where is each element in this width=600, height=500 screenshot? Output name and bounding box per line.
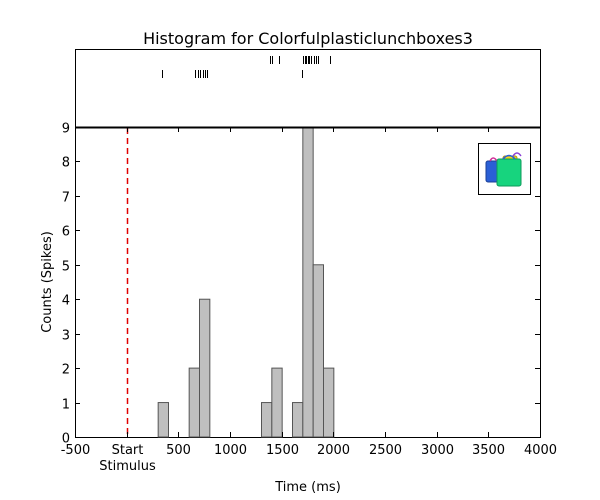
y-tick-label: 4 — [62, 294, 70, 309]
y-tick-label: 8 — [62, 156, 70, 171]
x-tick-label: 3500 — [472, 443, 505, 458]
histogram-bar — [188, 367, 201, 438]
x-tick-label: 1500 — [266, 443, 299, 458]
histogram-bar — [271, 367, 283, 438]
x-tick-label: -500 — [61, 443, 91, 458]
x-tick-label: 500 — [166, 443, 191, 458]
stimulus-image-box — [478, 143, 531, 195]
y-axis-label: Counts (Spikes) — [40, 231, 55, 333]
histogram-bar — [199, 298, 211, 438]
y-tick-label: 3 — [62, 329, 70, 344]
x-tick-label: 3000 — [421, 443, 454, 458]
histogram-bar — [292, 402, 304, 438]
chart-title: Histogram for Colorfulplasticlunchboxes3 — [143, 29, 473, 48]
raster-spike-ticks — [162, 56, 331, 78]
y-tick-label: 7 — [62, 191, 70, 206]
x-tick-label: Start — [112, 443, 144, 458]
x-axis: -500 Start 500 1000 1500 2000 2500 3000 3500 4000 — [61, 127, 557, 458]
x-tick-label: 1000 — [214, 443, 247, 458]
colorful-plastic-lunchboxes-icon — [485, 152, 522, 187]
histogram-bar — [302, 126, 314, 438]
y-tick-label: 2 — [62, 363, 70, 378]
x-tick-label: 4000 — [524, 443, 557, 458]
y-tick-label: 5 — [62, 260, 70, 275]
x-axis-label: Time (ms) — [274, 480, 341, 495]
histogram-bar — [323, 367, 335, 438]
stimulus-tick-sublabel: Stimulus — [99, 459, 156, 474]
y-tick-label: 1 — [62, 398, 70, 413]
x-tick-label: 2500 — [369, 443, 402, 458]
histogram-bar — [157, 402, 170, 438]
histogram-bar — [312, 264, 324, 438]
histogram-bar — [261, 402, 273, 438]
y-tick-label: 6 — [62, 225, 70, 240]
y-tick-label: 0 — [62, 432, 70, 447]
y-tick-label: 9 — [62, 122, 70, 137]
y-axis: 0 1 2 3 4 5 6 7 8 9 — [62, 122, 540, 447]
x-tick-label: 2000 — [317, 443, 350, 458]
